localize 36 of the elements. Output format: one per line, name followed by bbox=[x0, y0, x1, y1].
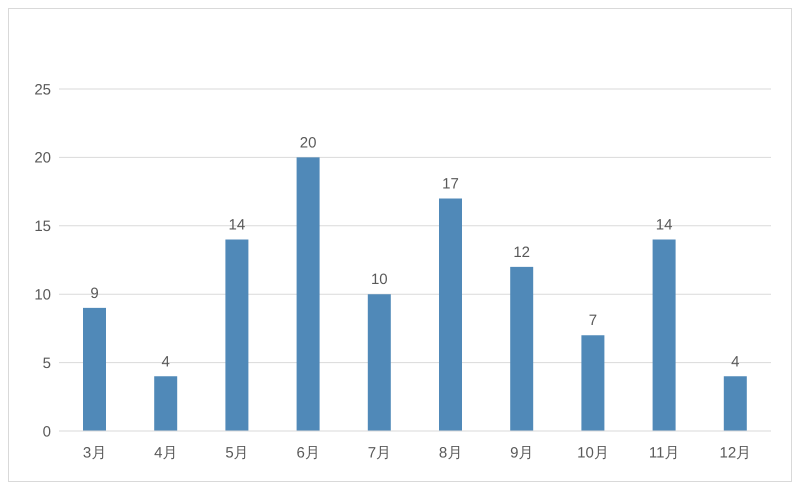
x-tick-label: 11月 bbox=[648, 444, 680, 462]
y-tick-label: 10 bbox=[34, 286, 51, 304]
data-label: 10 bbox=[370, 271, 388, 288]
bar bbox=[581, 335, 604, 431]
x-tick-label: 7月 bbox=[368, 444, 392, 462]
bar bbox=[225, 239, 248, 431]
x-tick-label: 8月 bbox=[438, 444, 462, 462]
y-tick-label: 20 bbox=[34, 150, 51, 167]
bar bbox=[510, 266, 534, 431]
y-tick-label: 0 bbox=[42, 423, 51, 440]
bar bbox=[724, 376, 747, 431]
bar bbox=[439, 198, 462, 431]
x-tick-label: 4月 bbox=[154, 444, 178, 462]
bar bbox=[154, 376, 178, 431]
x-tick-label: 10月 bbox=[577, 444, 609, 462]
data-label: 14 bbox=[228, 216, 246, 234]
bar bbox=[83, 308, 106, 431]
x-tick-label: 5月 bbox=[225, 444, 249, 462]
x-tick-label: 12月 bbox=[720, 444, 752, 462]
x-tick-label: 9月 bbox=[510, 444, 534, 462]
y-tick-label: 5 bbox=[42, 354, 51, 372]
y-tick-label: 15 bbox=[34, 218, 51, 236]
data-label: 12 bbox=[513, 244, 530, 261]
bar bbox=[296, 157, 320, 431]
data-label: 20 bbox=[300, 134, 316, 152]
bar bbox=[652, 239, 676, 431]
data-label: 4 bbox=[731, 353, 740, 370]
data-label: 9 bbox=[90, 284, 99, 302]
data-label: 4 bbox=[162, 353, 170, 370]
y-tick-label: 25 bbox=[34, 81, 51, 98]
x-tick-label: 3月 bbox=[82, 444, 106, 462]
data-label: 14 bbox=[656, 216, 672, 234]
data-label: 7 bbox=[588, 312, 598, 330]
bar bbox=[368, 294, 391, 431]
data-label: 17 bbox=[442, 175, 459, 192]
x-tick-label: 6月 bbox=[296, 444, 320, 462]
